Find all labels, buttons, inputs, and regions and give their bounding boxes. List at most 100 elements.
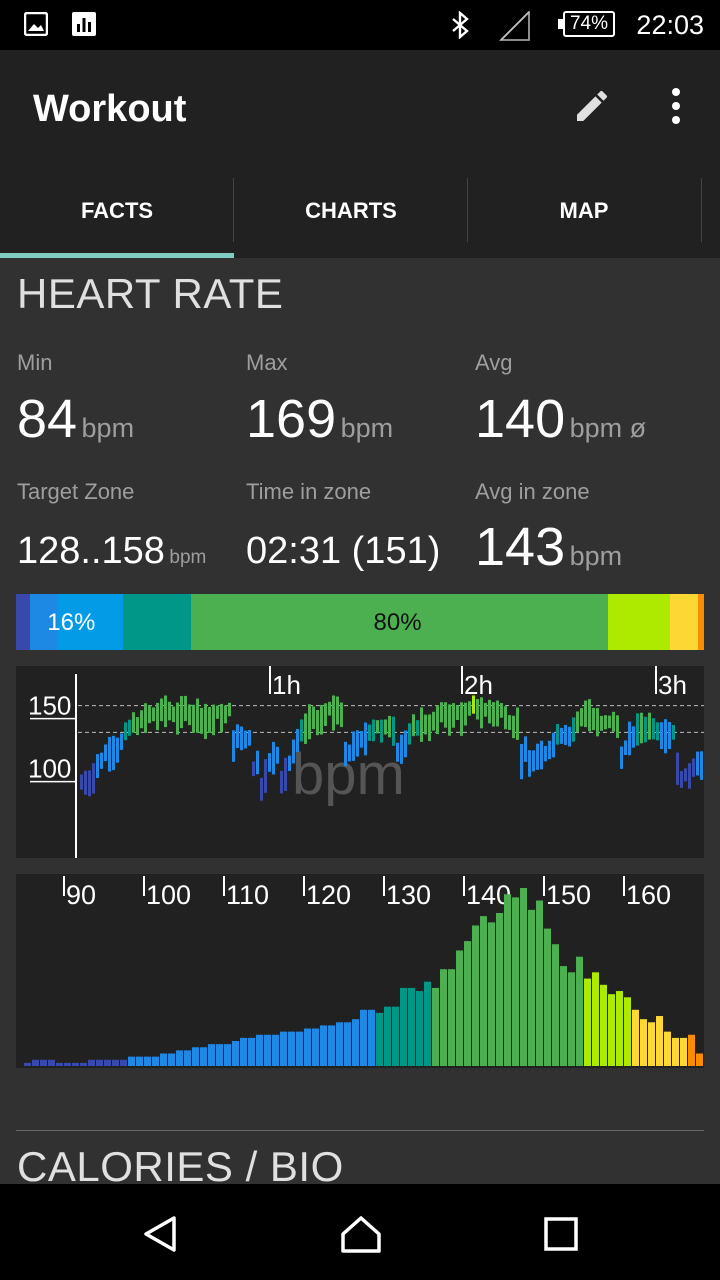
avg-value-row: 140 bpm ø xyxy=(475,388,646,450)
histogram-bar xyxy=(440,969,447,1066)
timeline-bar xyxy=(484,702,487,717)
histogram-bar xyxy=(416,991,423,1066)
timeline-bar xyxy=(388,715,391,738)
timeline-bar xyxy=(688,763,691,789)
tab-facts[interactable]: FACTS xyxy=(80,198,154,223)
zone-segment xyxy=(57,594,123,650)
timeline-x-tick-label: 1h xyxy=(272,670,301,700)
tab-divider xyxy=(233,178,234,242)
histogram-bar xyxy=(488,922,495,1066)
timeline-bar xyxy=(372,719,375,742)
histogram-bar xyxy=(208,1044,215,1066)
timeline-bar xyxy=(696,751,699,776)
tab-map[interactable]: MAP xyxy=(559,198,609,223)
timeline-bar xyxy=(564,724,567,745)
timeline-bar xyxy=(496,700,499,727)
histogram-bar xyxy=(64,1062,71,1066)
timeline-bar xyxy=(444,702,447,728)
histogram-x-tick-label: 160 xyxy=(626,880,671,910)
more-options-icon[interactable] xyxy=(664,86,688,126)
histogram-bar xyxy=(368,1009,375,1066)
timeline-bar xyxy=(580,708,583,727)
timeline-bar xyxy=(264,759,267,793)
histogram-bar xyxy=(600,984,607,1066)
timeline-bar xyxy=(624,740,627,755)
timeline-bar xyxy=(680,771,683,788)
avg-in-zone-row: 143 bpm xyxy=(475,516,622,578)
timeline-bar xyxy=(660,722,663,750)
histogram-bar xyxy=(320,1025,327,1066)
timeline-bar xyxy=(544,745,547,762)
histogram-bar xyxy=(168,1053,175,1066)
zone-segment xyxy=(122,594,192,650)
target-zone-value: 128..158 xyxy=(17,530,165,572)
home-icon[interactable] xyxy=(339,1214,383,1254)
timeline-bar xyxy=(604,715,607,730)
back-icon[interactable] xyxy=(140,1214,180,1254)
histogram-bar xyxy=(544,928,551,1066)
histogram-bar xyxy=(312,1028,319,1066)
recents-icon[interactable] xyxy=(543,1216,579,1252)
timeline-bar xyxy=(392,716,395,746)
timeline-bar xyxy=(448,704,451,736)
timeline-y-tick-label: 150 xyxy=(28,691,71,721)
histogram-x-tick-label: 150 xyxy=(546,880,591,910)
avg-label: Avg xyxy=(475,350,513,375)
histogram-x-tick-label: 120 xyxy=(306,880,351,910)
section-divider xyxy=(16,1130,704,1131)
timeline-x-tick-label: 3h xyxy=(658,670,687,700)
histogram-x-tick-label: 110 xyxy=(226,880,269,910)
timeline-bar xyxy=(368,724,371,741)
histogram-bar xyxy=(216,1044,223,1066)
histogram-bar xyxy=(160,1053,167,1066)
timeline-bar xyxy=(508,715,511,730)
histogram-bar xyxy=(72,1062,79,1066)
timeline-bar xyxy=(168,701,171,721)
timeline-bar xyxy=(632,726,635,748)
page-title: Workout xyxy=(33,88,187,130)
edit-icon[interactable] xyxy=(572,86,612,126)
timeline-bar xyxy=(692,758,695,777)
histogram-x-tick-label: 130 xyxy=(386,880,431,910)
timeline-bar xyxy=(144,703,147,734)
timeline-bar xyxy=(212,704,215,736)
histogram-bar xyxy=(696,1053,703,1066)
histogram-bar xyxy=(664,1031,671,1066)
timeline-bar xyxy=(684,768,687,782)
time-in-zone-value: 02:31 (151) xyxy=(246,530,441,572)
histogram-bar xyxy=(56,1062,63,1066)
timeline-bar xyxy=(356,730,359,757)
min-unit: bpm xyxy=(81,413,135,443)
signal-icon xyxy=(499,11,530,41)
histogram-bar xyxy=(680,1037,687,1066)
timeline-bar xyxy=(400,734,403,764)
heart-rate-histogram-chart: 90 100 110 120 130 140 150 160 xyxy=(16,874,719,1068)
timeline-bar xyxy=(136,717,139,736)
histogram-bar xyxy=(512,897,519,1066)
timeline-bar xyxy=(460,702,463,736)
histogram-bar xyxy=(672,1037,679,1066)
tab-divider xyxy=(467,178,468,242)
timeline-bar xyxy=(616,715,619,738)
timeline-bar xyxy=(160,698,163,722)
timeline-bar xyxy=(184,695,187,722)
histogram-bar xyxy=(144,1056,151,1066)
histogram-bar xyxy=(632,1009,639,1066)
heart-rate-title: HEART RATE xyxy=(17,270,284,317)
timeline-bar xyxy=(432,711,435,731)
timeline-bar xyxy=(112,735,115,771)
tab-charts[interactable]: CHARTS xyxy=(305,198,397,223)
histogram-bar xyxy=(192,1047,199,1066)
timeline-bar xyxy=(656,722,659,741)
max-value: 169 xyxy=(246,389,337,449)
timeline-bar xyxy=(156,702,159,731)
timeline-bar xyxy=(420,707,423,742)
histogram-bar xyxy=(624,997,631,1066)
histogram-bar xyxy=(560,966,567,1066)
timeline-bar xyxy=(80,774,83,790)
timeline-bar xyxy=(104,744,107,762)
timeline-bar xyxy=(576,711,579,733)
histogram-bar xyxy=(176,1050,183,1066)
timeline-bar xyxy=(536,743,539,770)
timeline-bar xyxy=(556,724,559,745)
